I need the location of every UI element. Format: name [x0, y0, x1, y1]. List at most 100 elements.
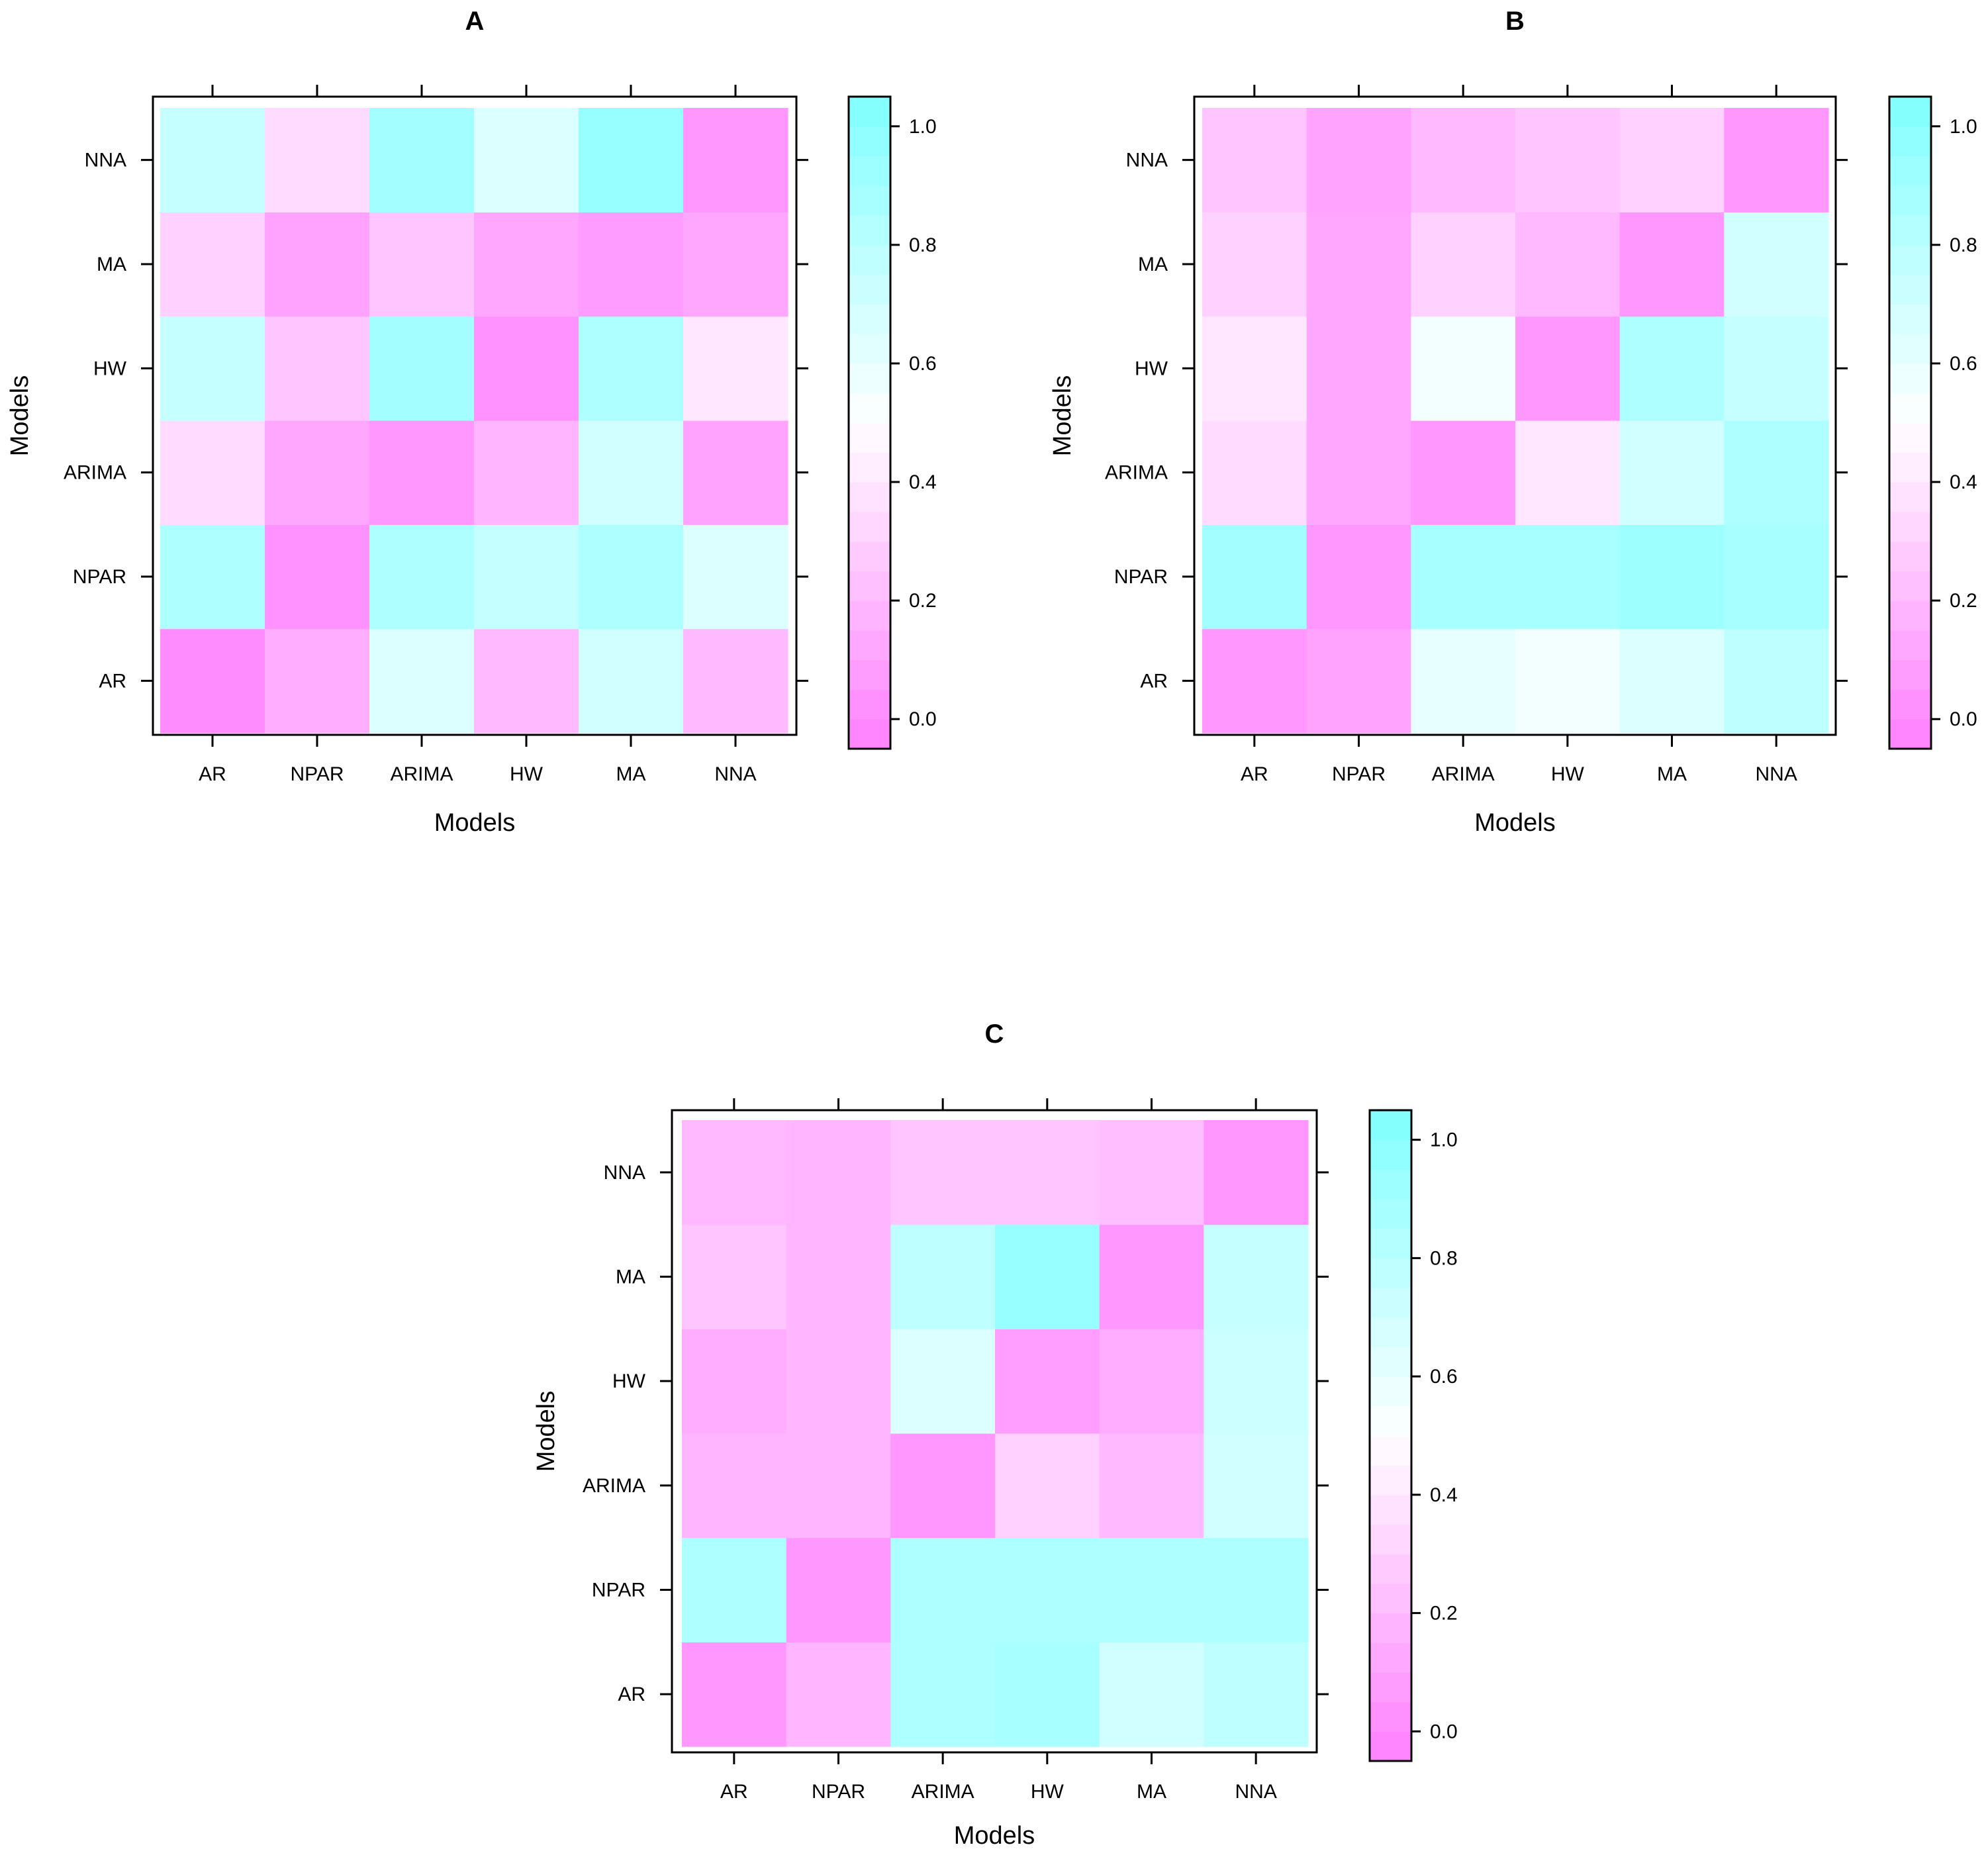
heatmap-cell-ARIMA-ARIMA	[369, 420, 475, 525]
color-key-band	[1370, 1524, 1411, 1554]
x-tick-label: AR	[720, 1781, 748, 1803]
color-key-band	[1370, 1228, 1411, 1259]
heatmap-cell-NPAR-NPAR	[265, 524, 370, 630]
color-key-label: 0.4	[1430, 1484, 1458, 1506]
y-tick-label: MA	[616, 1266, 645, 1288]
color-key-band	[1370, 1701, 1411, 1732]
heatmap-cell-MA-ARIMA	[369, 212, 475, 317]
heatmap-cell-AR-NPAR	[786, 1642, 891, 1747]
color-key-frame	[1368, 1109, 1413, 1762]
heatmap-cell-NNA-AR	[1202, 108, 1307, 213]
heatmap-cell-ARIMA-AR	[682, 1433, 787, 1539]
color-key: 0.0 0.2 0.4 0.6 0.8 1.0	[1368, 1109, 1458, 1762]
x-axis-label: Models	[954, 1822, 1035, 1850]
heatmap-cell-ARIMA-HW	[1515, 420, 1621, 525]
color-key-band	[1889, 571, 1931, 601]
panel-C: AR NPAR ARIMA HW MA NNA AR NPAR ARIMA HW MA NNA C Mod…	[532, 1020, 1458, 1850]
heatmap-cell-MA-NPAR	[786, 1224, 891, 1329]
color-key-band	[849, 244, 890, 275]
x-tick-label: NPAR	[1332, 763, 1386, 785]
y-tick-label: AR	[618, 1684, 645, 1705]
color-key-band	[1889, 600, 1931, 631]
color-key-band	[1889, 215, 1931, 246]
heatmap-cell-NPAR-HW	[995, 1537, 1100, 1642]
color-key: 0.0 0.2 0.4 0.6 0.8 1.0	[1888, 95, 1977, 750]
panel-A: AR NPAR ARIMA HW MA NNA AR NPAR ARIMA HW MA NNA A Mod…	[6, 7, 937, 837]
color-key-band	[1370, 1376, 1411, 1407]
color-key-band	[1889, 97, 1931, 127]
x-tick-label: NPAR	[290, 763, 344, 785]
heatmap-cell-NNA-HW	[995, 1120, 1100, 1225]
color-key-band	[1370, 1110, 1411, 1141]
heatmap-cell-ARIMA-MA	[579, 420, 684, 525]
heatmap-cell-NPAR-AR	[160, 524, 265, 630]
color-key-band	[1370, 1642, 1411, 1673]
color-key-label: 0.6	[909, 353, 937, 375]
heatmap-cell-NNA-NNA	[683, 108, 788, 213]
color-key-band	[849, 452, 890, 483]
heatmap-cell-NNA-NNA	[1204, 1120, 1309, 1225]
color-key-band	[1370, 1317, 1411, 1348]
color-key-band	[1370, 1405, 1411, 1437]
heatmap-cell-NPAR-NNA	[1204, 1537, 1309, 1642]
color-key-label: 1.0	[909, 116, 937, 138]
color-key-band	[1370, 1258, 1411, 1288]
heatmap-cell-NNA-MA	[1099, 1120, 1204, 1225]
heatmap-cell-NNA-NPAR	[786, 1120, 891, 1225]
heatmap-cell-AR-MA	[579, 628, 684, 734]
color-key-band	[1370, 1554, 1411, 1584]
heatmap-cell-AR-MA	[1619, 628, 1725, 734]
x-tick-label: ARIMA	[390, 763, 453, 785]
color-key-band	[1889, 274, 1931, 305]
color-key-band	[1370, 1199, 1411, 1229]
color-key-band	[1370, 1465, 1411, 1495]
heatmap-cell-NPAR-AR	[682, 1537, 787, 1642]
x-tick-label: HW	[1031, 1781, 1065, 1803]
heatmap-cell-HW-MA	[579, 316, 684, 421]
x-tick-label: AR	[1241, 763, 1268, 785]
color-key-band	[849, 185, 890, 216]
x-tick-label: ARIMA	[912, 1781, 974, 1803]
heatmap-cell-HW-NNA	[683, 316, 788, 421]
color-key-band	[1889, 156, 1931, 186]
color-key-band	[1889, 422, 1931, 453]
x-tick-label: MA	[1137, 1781, 1166, 1803]
color-key-band	[1889, 304, 1931, 334]
x-tick-label: NNA	[1755, 763, 1797, 785]
color-key-band	[1889, 541, 1931, 571]
heatmap-cell-AR-ARIMA	[890, 1642, 996, 1747]
heatmap-cell-MA-ARIMA	[890, 1224, 996, 1329]
heatmap-cell-MA-HW	[1515, 212, 1621, 317]
color-key-band	[1889, 719, 1931, 749]
x-tick-label: NNA	[714, 763, 756, 785]
heatmap-cell-ARIMA-AR	[160, 420, 265, 525]
color-key-label: 1.0	[1950, 116, 1977, 138]
heatmap-cell-NPAR-ARIMA	[369, 524, 475, 630]
heatmap-cell-HW-NNA	[1204, 1329, 1309, 1434]
heatmap-cell-HW-HW	[995, 1329, 1100, 1434]
heatmap-cell-NNA-MA	[579, 108, 684, 213]
heatmap-cell-ARIMA-NPAR	[786, 1433, 891, 1539]
heatmap-cell-MA-NPAR	[1306, 212, 1411, 317]
heatmap-cell-ARIMA-HW	[474, 420, 579, 525]
heatmap-cell-HW-AR	[1202, 316, 1307, 421]
color-key-label: 0.0	[1430, 1721, 1458, 1742]
heatmap-cell-NPAR-NNA	[1724, 524, 1829, 630]
color-key-band	[1889, 185, 1931, 216]
heatmap-cell-AR-ARIMA	[1411, 628, 1516, 734]
heatmap-cell-NNA-HW	[474, 108, 579, 213]
color-key-band	[849, 482, 890, 512]
y-tick-label: HW	[93, 357, 127, 379]
heatmap-cell-HW-MA	[1619, 316, 1725, 421]
color-key-band	[1370, 1583, 1411, 1614]
x-tick-label: HW	[510, 763, 544, 785]
panel-B: AR NPAR ARIMA HW MA NNA AR NPAR ARIMA HW MA NNA B Mod…	[1049, 7, 1977, 837]
color-key-band	[849, 689, 890, 720]
heatmap-cell-HW-AR	[682, 1329, 787, 1434]
heatmap-cell-AR-AR	[1202, 628, 1307, 734]
heatmap-cell-AR-NNA	[1204, 1642, 1309, 1747]
y-tick-label: AR	[1140, 670, 1168, 692]
heatmap-cell-HW-ARIMA	[369, 316, 475, 421]
color-key-band	[849, 422, 890, 453]
